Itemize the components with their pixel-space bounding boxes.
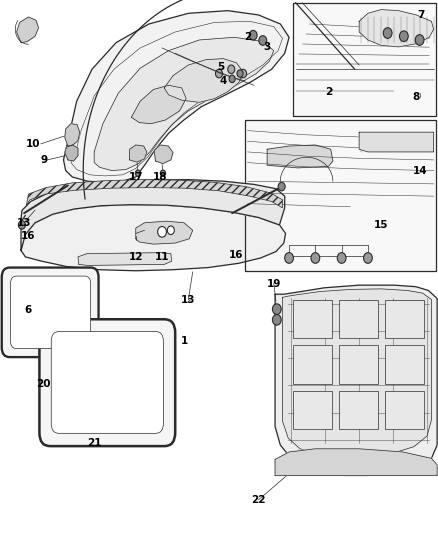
Circle shape xyxy=(229,75,235,83)
Text: 6: 6 xyxy=(25,305,32,315)
Circle shape xyxy=(272,314,281,325)
Polygon shape xyxy=(359,10,434,47)
Circle shape xyxy=(167,226,174,235)
Polygon shape xyxy=(267,145,333,168)
Bar xyxy=(385,391,424,429)
Circle shape xyxy=(249,30,257,40)
Text: 20: 20 xyxy=(36,379,51,389)
FancyBboxPatch shape xyxy=(39,319,175,446)
Circle shape xyxy=(383,28,392,38)
Circle shape xyxy=(399,31,408,42)
Text: 22: 22 xyxy=(251,495,266,505)
Bar xyxy=(339,391,378,429)
Circle shape xyxy=(18,221,25,229)
Circle shape xyxy=(311,253,320,263)
Text: 9: 9 xyxy=(40,155,47,165)
Polygon shape xyxy=(78,253,172,265)
Polygon shape xyxy=(136,221,193,244)
Bar xyxy=(339,300,378,338)
FancyBboxPatch shape xyxy=(2,268,99,357)
Bar xyxy=(293,300,332,338)
Polygon shape xyxy=(293,3,436,116)
Text: 4: 4 xyxy=(220,76,227,86)
Polygon shape xyxy=(245,120,436,271)
Polygon shape xyxy=(17,17,39,43)
Text: 21: 21 xyxy=(87,439,102,448)
Circle shape xyxy=(240,69,247,78)
Circle shape xyxy=(278,182,285,191)
Text: 15: 15 xyxy=(374,220,389,230)
Text: 14: 14 xyxy=(413,166,428,175)
Text: 2: 2 xyxy=(244,33,251,42)
Circle shape xyxy=(364,253,372,263)
Circle shape xyxy=(285,253,293,263)
Polygon shape xyxy=(359,132,434,152)
Polygon shape xyxy=(275,285,437,475)
Text: 3: 3 xyxy=(264,42,271,52)
Text: 2: 2 xyxy=(325,87,332,96)
Text: 8: 8 xyxy=(413,92,420,102)
Bar xyxy=(339,345,378,384)
Polygon shape xyxy=(21,180,285,251)
Polygon shape xyxy=(154,145,173,164)
Polygon shape xyxy=(94,37,274,171)
Text: 5: 5 xyxy=(218,62,225,71)
Polygon shape xyxy=(283,289,431,456)
Text: 16: 16 xyxy=(21,231,36,240)
Polygon shape xyxy=(164,59,243,102)
Circle shape xyxy=(228,65,235,74)
Circle shape xyxy=(160,170,166,176)
Bar xyxy=(293,345,332,384)
Text: 10: 10 xyxy=(25,139,40,149)
Circle shape xyxy=(259,36,267,45)
Polygon shape xyxy=(275,449,437,475)
Bar xyxy=(293,391,332,429)
Circle shape xyxy=(237,70,243,77)
Text: 7: 7 xyxy=(417,10,424,20)
Circle shape xyxy=(215,69,223,78)
FancyBboxPatch shape xyxy=(11,276,91,349)
Bar xyxy=(385,300,424,338)
Polygon shape xyxy=(21,205,286,271)
Text: 13: 13 xyxy=(181,295,196,304)
Text: 17: 17 xyxy=(128,172,143,182)
FancyBboxPatch shape xyxy=(51,332,163,433)
Circle shape xyxy=(135,170,141,176)
Polygon shape xyxy=(26,180,283,208)
Text: 13: 13 xyxy=(17,218,32,228)
Circle shape xyxy=(415,35,424,45)
Polygon shape xyxy=(65,124,80,146)
Circle shape xyxy=(158,227,166,237)
Text: 18: 18 xyxy=(152,172,167,182)
Text: 1: 1 xyxy=(180,336,187,346)
Circle shape xyxy=(272,304,281,314)
Text: 19: 19 xyxy=(267,279,281,288)
Polygon shape xyxy=(130,145,147,162)
Text: 11: 11 xyxy=(155,252,170,262)
Polygon shape xyxy=(65,145,78,161)
Circle shape xyxy=(337,253,346,263)
Text: 12: 12 xyxy=(128,252,143,262)
Bar xyxy=(385,345,424,384)
Polygon shape xyxy=(131,85,186,124)
Text: 16: 16 xyxy=(229,250,244,260)
Polygon shape xyxy=(64,11,289,182)
